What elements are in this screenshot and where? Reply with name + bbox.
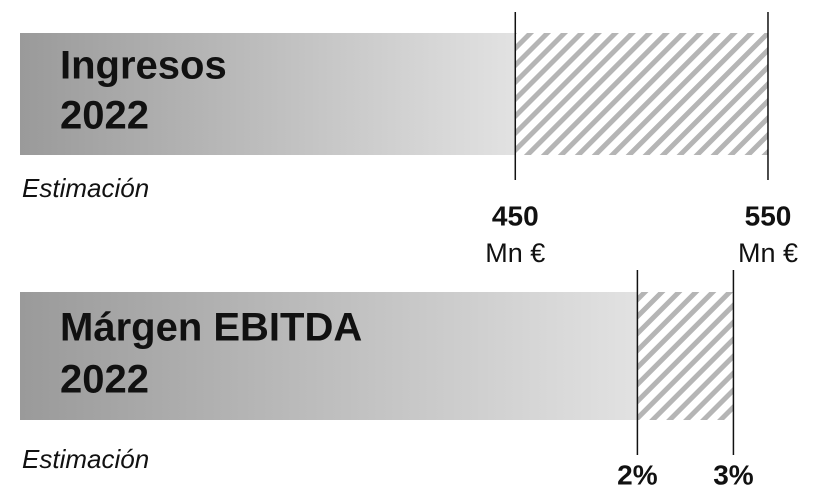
- title: Ingresos: [60, 44, 227, 88]
- value-label: 450: [492, 200, 539, 231]
- value-label: 550: [745, 200, 792, 231]
- range-bar: [515, 33, 768, 155]
- value-label: 2%: [617, 459, 658, 490]
- title: 2022: [60, 94, 149, 138]
- bar: [20, 292, 638, 420]
- bar: [20, 33, 516, 155]
- note: Estimación: [22, 173, 149, 203]
- unit-label: Mn €: [485, 238, 545, 268]
- title: Márgen EBITDA: [60, 306, 362, 350]
- note: Estimación: [22, 444, 149, 474]
- title: 2022: [60, 358, 149, 402]
- value-label: 3%: [713, 459, 754, 490]
- range-bar: [637, 292, 734, 420]
- unit-label: Mn €: [738, 238, 798, 268]
